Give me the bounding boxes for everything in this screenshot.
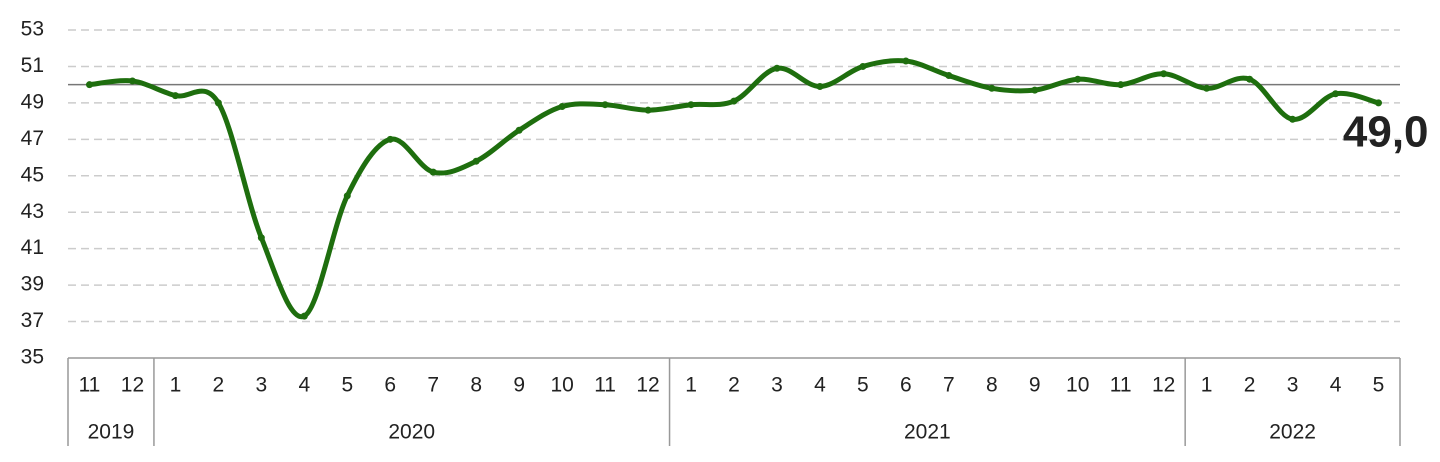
- y-tick-label: 41: [21, 236, 44, 259]
- point: [386, 135, 394, 143]
- point: [988, 84, 996, 92]
- x-tick-label: 7: [427, 374, 439, 397]
- x-tick-label: 11: [1110, 374, 1132, 397]
- x-tick-label: 12: [1152, 374, 1175, 397]
- y-tick-label: 35: [21, 346, 44, 369]
- x-tick-label: 9: [513, 374, 525, 397]
- x-group-label: 2019: [88, 421, 135, 444]
- point: [687, 101, 695, 109]
- y-tick-label: 39: [21, 273, 44, 296]
- point: [1289, 115, 1297, 123]
- point: [300, 312, 308, 320]
- point: [601, 101, 609, 109]
- x-group-label: 2021: [904, 421, 951, 444]
- point: [730, 97, 738, 105]
- point: [343, 192, 351, 200]
- point: [472, 157, 480, 165]
- y-tick-label: 37: [21, 309, 44, 332]
- x-group-label: 2022: [1269, 421, 1316, 444]
- x-tick-label: 9: [1029, 374, 1041, 397]
- x-tick-label: 6: [384, 374, 396, 397]
- x-group-label: 2020: [388, 421, 435, 444]
- point: [1031, 86, 1039, 94]
- x-tick-label: 1: [685, 374, 697, 397]
- point: [859, 62, 867, 70]
- x-tick-label: 11: [79, 374, 101, 397]
- x-tick-label: 11: [594, 374, 616, 397]
- x-tick-label: 5: [341, 374, 353, 397]
- x-tick-label: 10: [1066, 374, 1089, 397]
- x-tick-label: 3: [1287, 374, 1299, 397]
- point: [558, 103, 566, 111]
- x-tick-label: 5: [1373, 374, 1385, 397]
- x-tick-label: 8: [470, 374, 482, 397]
- x-tick-label: 1: [170, 374, 182, 397]
- point: [902, 57, 910, 65]
- x-tick-label: 10: [550, 374, 573, 397]
- x-tick-label: 12: [121, 374, 144, 397]
- y-tick-label: 53: [21, 18, 44, 41]
- x-tick-label: 2: [728, 374, 740, 397]
- point: [1203, 84, 1211, 92]
- y-tick-label: 47: [21, 127, 44, 150]
- y-tick-label: 51: [21, 54, 44, 77]
- point: [85, 81, 93, 89]
- point: [773, 64, 781, 72]
- point: [945, 72, 953, 80]
- x-tick-label: 7: [943, 374, 955, 397]
- x-tick-label: 4: [298, 374, 310, 397]
- point: [816, 82, 824, 90]
- x-tick-label: 6: [900, 374, 912, 397]
- point: [515, 126, 523, 134]
- x-tick-label: 2: [213, 374, 225, 397]
- x-tick-label: 12: [636, 374, 659, 397]
- x-tick-label: 3: [256, 374, 268, 397]
- x-tick-label: 4: [1330, 374, 1342, 397]
- x-tick-label: 1: [1201, 374, 1213, 397]
- x-tick-label: 5: [857, 374, 869, 397]
- value-label: 49,0: [1343, 108, 1429, 157]
- point: [1375, 99, 1383, 107]
- point: [1074, 75, 1082, 83]
- y-tick-label: 43: [21, 200, 44, 223]
- x-tick-label: 4: [814, 374, 826, 397]
- point: [644, 106, 652, 114]
- x-tick-label: 2: [1244, 374, 1256, 397]
- point: [1332, 90, 1340, 98]
- y-tick-label: 45: [21, 163, 44, 186]
- y-tick-label: 49: [21, 90, 44, 113]
- point: [429, 168, 437, 176]
- x-tick-label: 3: [771, 374, 783, 397]
- point: [171, 92, 179, 100]
- point: [1160, 70, 1168, 78]
- x-tick-label: 8: [986, 374, 998, 397]
- point: [1117, 81, 1125, 89]
- point: [257, 234, 265, 242]
- point: [1246, 75, 1254, 83]
- point: [214, 99, 222, 107]
- point: [128, 77, 136, 85]
